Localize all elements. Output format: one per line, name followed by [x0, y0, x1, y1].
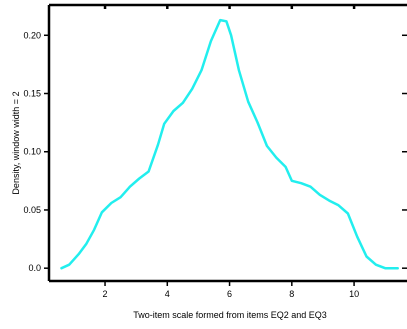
x-tick-label: 8 — [289, 289, 294, 299]
y-axis-label: Density, window width = 2 — [11, 91, 21, 194]
tick-layer: 2 4 6 8 10 0.0 0.05 0.10 0.15 0.20 — [23, 5, 407, 299]
x-tick-label: 4 — [165, 289, 170, 299]
y-tick-label: 0.0 — [28, 263, 41, 273]
y-tick-label: 0.10 — [23, 147, 41, 157]
y-tick-label: 0.05 — [23, 205, 41, 215]
plot-frame-layer — [47, 3, 407, 283]
x-axis-label: Two-item scale formed from items EQ2 and… — [133, 310, 327, 320]
y-tick-label: 0.20 — [23, 30, 41, 40]
x-tick-label: 2 — [103, 289, 108, 299]
y-tick-label: 0.15 — [23, 89, 41, 99]
series-layer — [60, 18, 399, 270]
x-tick-label: 6 — [227, 289, 232, 299]
density-curve — [60, 18, 399, 270]
x-tick-label: 10 — [349, 289, 359, 299]
